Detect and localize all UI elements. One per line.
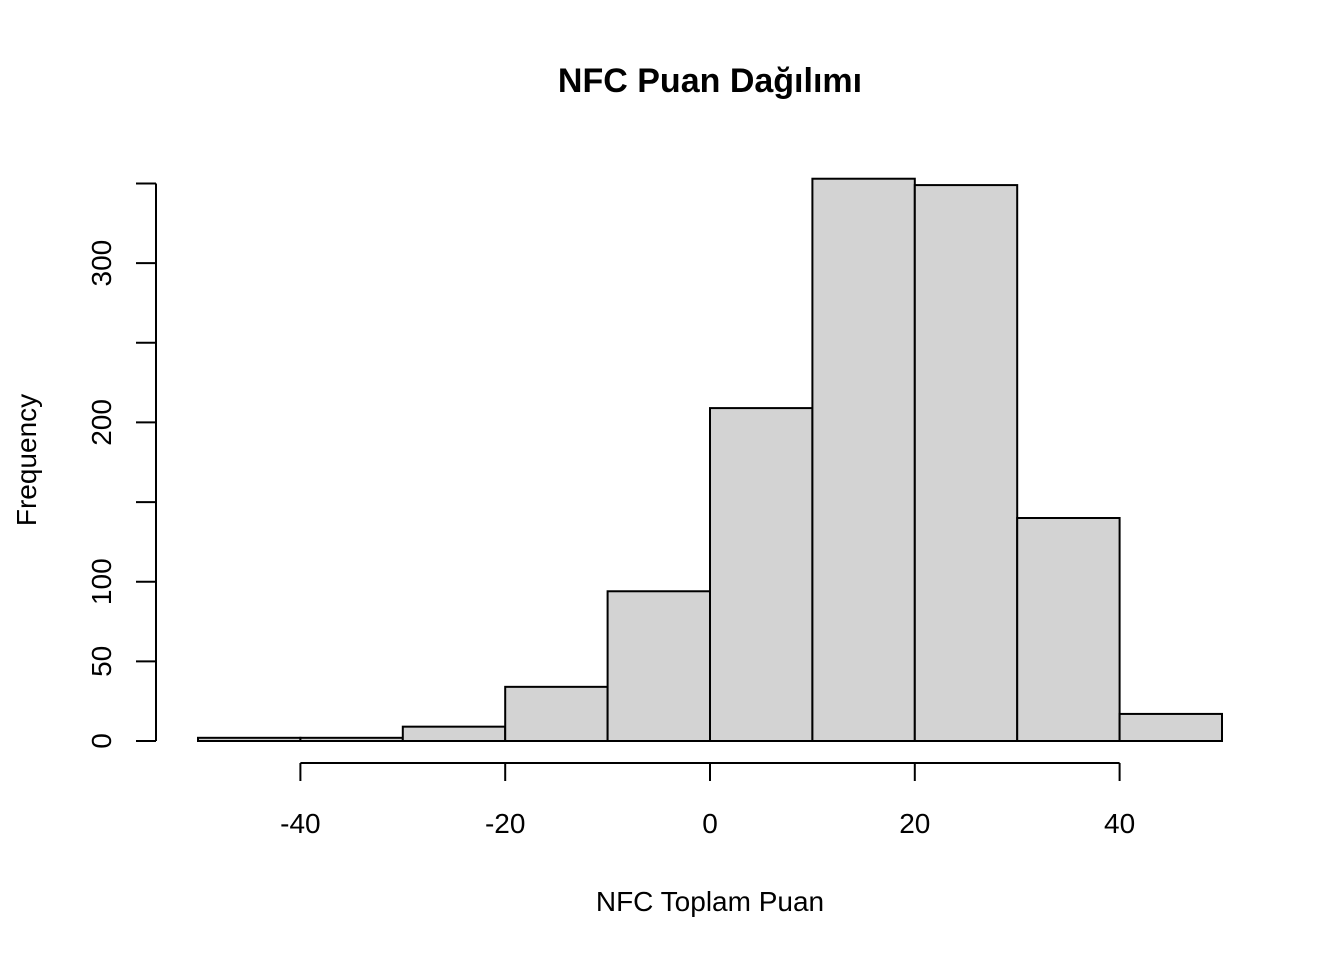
- histogram-bar: [504, 685, 609, 742]
- y-tick-label: 100: [86, 558, 117, 605]
- histogram-bar: [197, 736, 302, 742]
- y-tick-label: 0: [86, 733, 117, 749]
- bars-group: [197, 177, 1223, 743]
- x-tick-label: 0: [702, 808, 718, 839]
- x-tick-label: 20: [899, 808, 930, 839]
- chart-title: NFC Puan Dağılımı: [558, 62, 862, 100]
- histogram-bar: [1118, 712, 1223, 743]
- histogram-bar: [299, 736, 404, 742]
- y-axis: 0 50 100 200 300: [86, 182, 157, 749]
- histogram-bar: [709, 407, 814, 742]
- x-axis: -40 -20 0 20 40: [280, 762, 1135, 839]
- histogram-bar: [606, 590, 711, 742]
- x-tick-label: 40: [1104, 808, 1135, 839]
- histogram-bar: [913, 184, 1019, 743]
- x-tick-label: -20: [485, 808, 525, 839]
- histogram-bar: [811, 177, 916, 742]
- histogram-bar: [1016, 517, 1121, 742]
- y-tick-label: 200: [86, 399, 117, 446]
- y-tick-label: 300: [86, 240, 117, 287]
- x-tick-label: -40: [280, 808, 320, 839]
- histogram-bar: [401, 725, 507, 743]
- x-axis-label: NFC Toplam Puan: [596, 886, 824, 917]
- y-axis-label: Frequency: [11, 394, 42, 526]
- y-tick-label: 50: [86, 646, 117, 677]
